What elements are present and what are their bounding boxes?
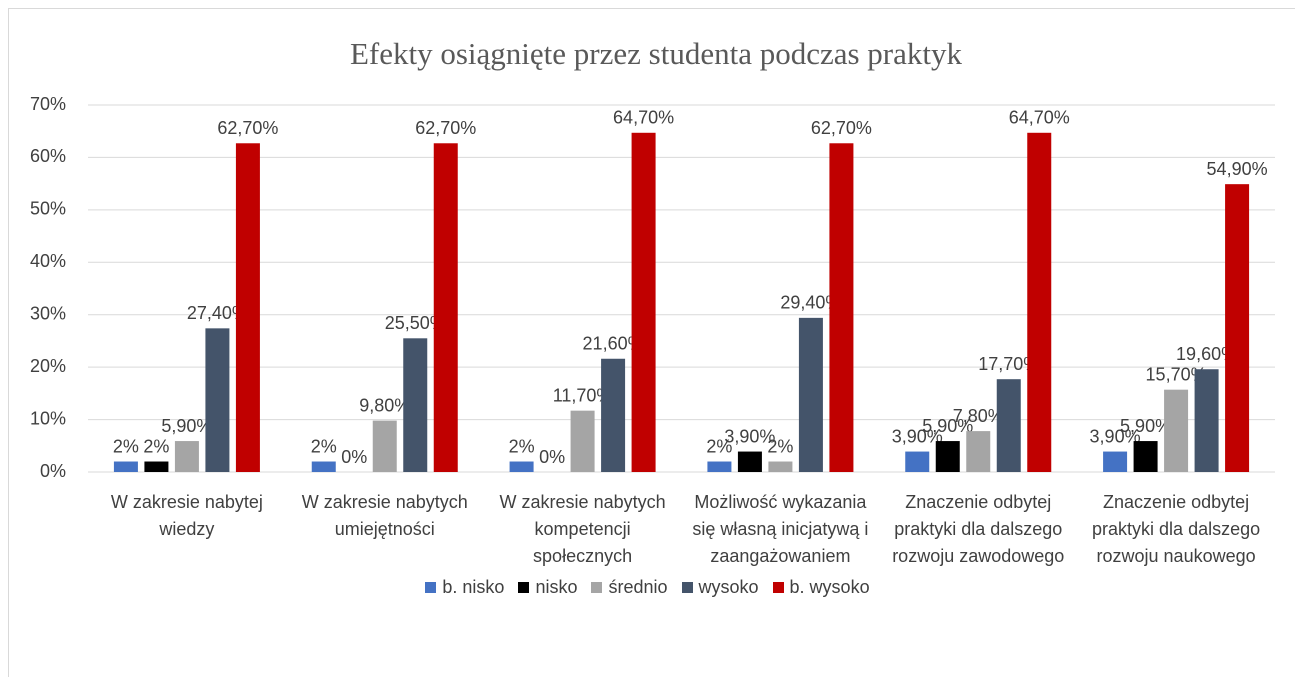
- value-label: 2%: [706, 436, 732, 456]
- bar: [205, 328, 230, 472]
- legend-swatch: [425, 582, 437, 593]
- value-label: 15,70%: [1146, 364, 1207, 384]
- x-tick-label: W zakresie nabytych kompetencji społeczn…: [499, 492, 666, 566]
- bar: [1027, 132, 1052, 472]
- value-label: 3,90%: [724, 426, 775, 446]
- value-label: 2%: [311, 436, 337, 456]
- bar: [1194, 369, 1219, 472]
- legend-swatch: [681, 582, 693, 593]
- value-label: 2%: [113, 436, 139, 456]
- legend-label: wysoko: [698, 577, 759, 597]
- value-label: 62,70%: [811, 118, 872, 138]
- bar: [966, 431, 991, 472]
- legend-label: średnio: [608, 577, 668, 597]
- value-label: 7,80%: [953, 406, 1004, 426]
- value-label: 5,90%: [922, 416, 973, 436]
- y-tick-label: 60%: [30, 146, 66, 166]
- chart-frame: [8, 8, 1295, 677]
- legend-label: b. nisko: [442, 577, 505, 597]
- value-label: 64,70%: [1009, 108, 1070, 128]
- value-label: 11,70%: [553, 385, 613, 405]
- bar: [1164, 389, 1189, 472]
- value-label: 5,90%: [161, 416, 212, 436]
- value-label: 64,70%: [613, 108, 674, 128]
- legend-item: b. wysoko: [772, 577, 870, 598]
- bar: [1225, 184, 1250, 472]
- value-label: 5,90%: [1120, 416, 1171, 436]
- bar: [433, 143, 458, 472]
- x-tick-label: W zakresie nabytej wiedzy: [110, 492, 263, 539]
- bar: [707, 461, 732, 472]
- value-label: 27,40%: [187, 303, 248, 323]
- y-tick-label: 0%: [40, 461, 66, 481]
- legend-item: nisko: [518, 577, 577, 598]
- legend-swatch: [518, 582, 530, 593]
- legend-swatch: [772, 582, 784, 593]
- value-label: 2%: [767, 436, 793, 456]
- bar: [601, 358, 626, 472]
- value-label: 3,90%: [1090, 426, 1141, 446]
- y-tick-label: 20%: [30, 356, 66, 376]
- y-tick-label: 50%: [30, 199, 66, 219]
- bar: [509, 461, 534, 472]
- value-label: 54,90%: [1207, 159, 1268, 179]
- value-label: 2%: [143, 436, 169, 456]
- bar: [113, 461, 138, 472]
- value-label: 19,60%: [1176, 344, 1237, 364]
- bar: [996, 379, 1021, 472]
- bar: [829, 143, 854, 472]
- legend-label: b. wysoko: [789, 577, 870, 597]
- value-label: 3,90%: [892, 426, 943, 446]
- value-label: 0%: [539, 447, 565, 467]
- value-label: 9,80%: [359, 395, 410, 415]
- y-tick-label: 40%: [30, 251, 66, 271]
- x-tick-label: W zakresie nabytych umiejętności: [301, 492, 468, 539]
- bar: [144, 461, 169, 472]
- y-tick-label: 30%: [30, 303, 66, 323]
- bar: [1103, 451, 1128, 472]
- bar: [798, 317, 823, 472]
- legend-swatch: [591, 582, 603, 593]
- legend-item: średnio: [591, 577, 668, 598]
- value-label: 2%: [509, 436, 535, 456]
- bar: [403, 338, 428, 472]
- bar: [631, 132, 656, 472]
- legend-item: b. nisko: [425, 577, 504, 598]
- bar: [311, 461, 336, 472]
- x-tick-label: Możliwość wykazania się własną inicjatyw…: [692, 492, 869, 566]
- value-label: 17,70%: [978, 354, 1039, 374]
- chart-title: Efekty osiągnięte przez studenta podczas…: [350, 36, 963, 71]
- value-label: 29,40%: [780, 293, 841, 313]
- bar: [174, 441, 199, 472]
- y-tick-label: 70%: [30, 94, 66, 114]
- bar: [570, 410, 595, 472]
- legend: b. nisko nisko średnio wysoko b. wysoko: [0, 577, 1295, 598]
- x-tick-label: Znaczenie odbytej praktyki dla dalszego …: [892, 492, 1065, 566]
- value-label: 62,70%: [217, 118, 278, 138]
- bar: [935, 441, 960, 472]
- legend-item: wysoko: [681, 577, 759, 598]
- x-tick-label: Znaczenie odbytej praktyki dla dalszego …: [1092, 492, 1261, 566]
- bar: [1133, 441, 1158, 472]
- value-label: 0%: [341, 447, 367, 467]
- bar: [768, 461, 793, 472]
- bar: [905, 451, 930, 472]
- bar: [737, 451, 762, 472]
- y-tick-label: 10%: [30, 408, 66, 428]
- bar: [235, 143, 260, 472]
- bar: [372, 420, 397, 472]
- value-label: 21,60%: [583, 334, 644, 354]
- value-label: 25,50%: [385, 313, 446, 333]
- value-label: 62,70%: [415, 118, 476, 138]
- legend-label: nisko: [535, 577, 578, 597]
